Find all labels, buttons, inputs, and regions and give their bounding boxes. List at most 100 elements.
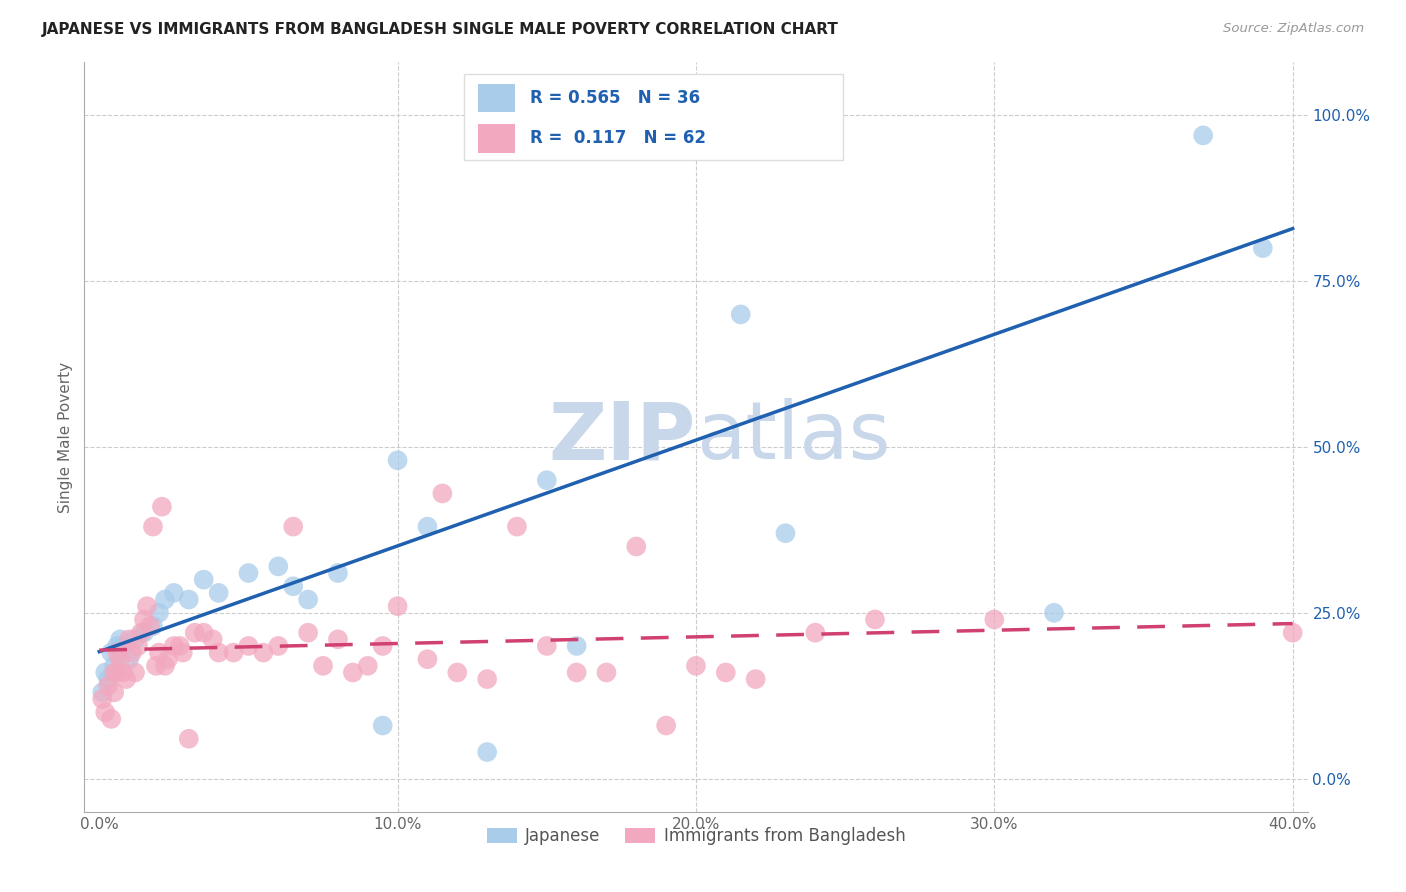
Point [565, 639, 588, 653]
Point [132, 612, 155, 626]
Point [1251, 241, 1274, 255]
Point [103, 685, 125, 699]
Point [685, 658, 707, 673]
Point [163, 639, 186, 653]
Point [387, 453, 409, 467]
Point [283, 519, 305, 533]
Point [148, 606, 170, 620]
Y-axis label: Single Male Poverty: Single Male Poverty [58, 361, 73, 513]
Point [297, 592, 319, 607]
Point [142, 519, 165, 533]
Point [863, 612, 886, 626]
Point [129, 625, 152, 640]
Point [342, 665, 364, 680]
Point [94, 705, 117, 719]
Point [267, 559, 290, 574]
Point [142, 619, 165, 633]
Point [193, 573, 215, 587]
Point [108, 632, 131, 647]
Point [193, 625, 215, 640]
Point [565, 665, 588, 680]
Text: ZIP: ZIP [548, 398, 696, 476]
Point [207, 586, 229, 600]
Point [118, 652, 141, 666]
Text: atlas: atlas [696, 398, 890, 476]
Point [357, 658, 380, 673]
Point [416, 652, 439, 666]
Point [730, 307, 752, 321]
Point [184, 625, 207, 640]
Point [112, 665, 135, 680]
Point [97, 679, 120, 693]
Point [1281, 625, 1303, 640]
Point [100, 712, 122, 726]
Point [371, 718, 394, 732]
Point [610, 142, 633, 156]
Point [91, 685, 114, 699]
Point [103, 658, 125, 673]
Point [669, 128, 692, 143]
Point [238, 639, 260, 653]
Point [169, 639, 191, 653]
Point [172, 646, 194, 660]
Point [326, 566, 349, 580]
Point [121, 646, 143, 660]
Point [267, 639, 290, 653]
Point [207, 646, 229, 660]
Point [387, 599, 409, 614]
Point [416, 519, 439, 533]
Text: JAPANESE VS IMMIGRANTS FROM BANGLADESH SINGLE MALE POVERTY CORRELATION CHART: JAPANESE VS IMMIGRANTS FROM BANGLADESH S… [42, 22, 839, 37]
Point [222, 646, 245, 660]
Point [297, 625, 319, 640]
FancyBboxPatch shape [478, 84, 515, 112]
Point [804, 625, 827, 640]
Point [983, 612, 1005, 626]
Point [775, 526, 797, 541]
Point [655, 718, 678, 732]
Point [326, 632, 349, 647]
Point [595, 665, 617, 680]
Point [108, 652, 131, 666]
Point [127, 639, 149, 653]
Point [94, 665, 117, 680]
Point [153, 658, 176, 673]
Point [124, 632, 146, 647]
Point [312, 658, 335, 673]
Point [283, 579, 305, 593]
Point [626, 540, 648, 554]
Point [536, 639, 558, 653]
Point [100, 646, 122, 660]
Point [432, 486, 454, 500]
Point [156, 652, 179, 666]
Point [1043, 606, 1066, 620]
Point [163, 586, 186, 600]
Point [97, 672, 120, 686]
Point [118, 632, 141, 647]
Point [103, 665, 125, 680]
Text: R =  0.117   N = 62: R = 0.117 N = 62 [530, 129, 706, 147]
Point [177, 731, 200, 746]
Point [153, 592, 176, 607]
Point [475, 745, 498, 759]
Point [506, 519, 529, 533]
Point [112, 639, 135, 653]
Text: Source: ZipAtlas.com: Source: ZipAtlas.com [1223, 22, 1364, 36]
Point [1192, 128, 1215, 143]
Point [536, 473, 558, 487]
Point [124, 665, 146, 680]
Point [115, 672, 138, 686]
Point [105, 665, 128, 680]
Point [371, 639, 394, 653]
Point [132, 625, 155, 640]
Text: R = 0.565   N = 36: R = 0.565 N = 36 [530, 89, 700, 107]
Point [252, 646, 274, 660]
Legend: Japanese, Immigrants from Bangladesh: Japanese, Immigrants from Bangladesh [479, 821, 912, 852]
Point [145, 658, 167, 673]
Point [148, 646, 170, 660]
Point [105, 639, 128, 653]
Point [714, 665, 737, 680]
Point [177, 592, 200, 607]
Point [91, 692, 114, 706]
Point [105, 646, 128, 660]
FancyBboxPatch shape [478, 124, 515, 153]
